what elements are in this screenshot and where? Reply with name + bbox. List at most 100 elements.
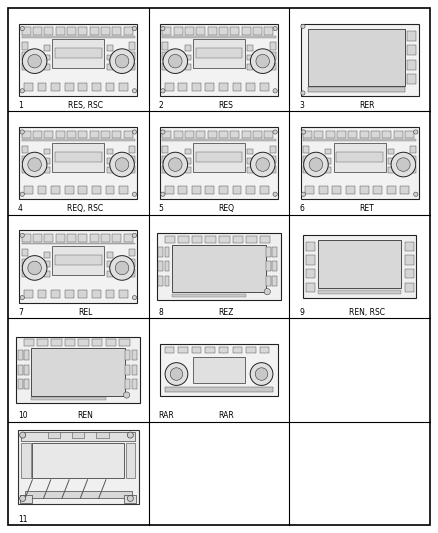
- Bar: [306, 255, 314, 265]
- Bar: [193, 143, 245, 172]
- Bar: [21, 259, 28, 266]
- Circle shape: [20, 295, 25, 300]
- Bar: [165, 186, 173, 194]
- Bar: [52, 39, 104, 68]
- Bar: [113, 131, 121, 139]
- Bar: [270, 166, 276, 173]
- Bar: [205, 236, 216, 243]
- Bar: [332, 186, 341, 194]
- Bar: [159, 247, 163, 256]
- Circle shape: [20, 192, 25, 196]
- Bar: [185, 167, 191, 173]
- Bar: [185, 149, 191, 155]
- Bar: [65, 289, 74, 297]
- Bar: [162, 27, 171, 35]
- Bar: [21, 442, 31, 478]
- Text: RAR: RAR: [159, 411, 174, 420]
- Circle shape: [250, 362, 273, 385]
- Bar: [101, 234, 110, 242]
- Bar: [129, 156, 135, 163]
- Bar: [90, 27, 99, 35]
- Circle shape: [132, 295, 137, 300]
- Bar: [246, 346, 256, 353]
- Bar: [51, 340, 62, 346]
- Bar: [19, 23, 138, 96]
- Bar: [124, 27, 133, 35]
- Bar: [192, 346, 201, 353]
- Bar: [44, 149, 50, 155]
- Bar: [325, 167, 331, 173]
- Circle shape: [273, 27, 277, 31]
- Bar: [185, 158, 191, 164]
- Bar: [219, 27, 228, 35]
- Bar: [24, 379, 29, 389]
- Bar: [260, 83, 268, 91]
- Bar: [90, 131, 99, 139]
- Circle shape: [273, 192, 277, 196]
- Bar: [21, 269, 28, 277]
- Bar: [38, 289, 46, 297]
- Bar: [125, 379, 131, 389]
- Bar: [106, 340, 116, 346]
- Bar: [173, 131, 183, 139]
- Bar: [125, 350, 131, 360]
- Bar: [162, 146, 168, 153]
- Bar: [107, 167, 113, 173]
- Bar: [270, 52, 276, 60]
- Circle shape: [161, 88, 165, 93]
- Bar: [185, 64, 191, 70]
- Bar: [106, 186, 114, 194]
- Bar: [260, 186, 268, 194]
- Bar: [405, 241, 413, 251]
- Bar: [407, 45, 417, 55]
- Bar: [219, 131, 228, 139]
- Bar: [129, 42, 135, 50]
- Bar: [18, 430, 139, 504]
- Bar: [162, 42, 168, 50]
- Text: REN, RSC: REN, RSC: [349, 308, 385, 317]
- Bar: [21, 36, 135, 38]
- Circle shape: [20, 88, 25, 93]
- Bar: [318, 290, 401, 294]
- Bar: [52, 143, 104, 172]
- Bar: [44, 271, 50, 277]
- Circle shape: [251, 49, 275, 74]
- Bar: [303, 139, 417, 141]
- Bar: [208, 27, 217, 35]
- Bar: [325, 158, 331, 164]
- Circle shape: [132, 27, 137, 31]
- Bar: [51, 186, 60, 194]
- Bar: [107, 149, 113, 155]
- Bar: [44, 234, 53, 242]
- Bar: [219, 346, 229, 353]
- Bar: [162, 62, 168, 70]
- Bar: [394, 131, 403, 139]
- Bar: [405, 282, 413, 292]
- Text: 7: 7: [18, 308, 23, 317]
- Circle shape: [28, 158, 41, 171]
- Bar: [193, 357, 245, 383]
- Bar: [303, 156, 309, 163]
- Bar: [38, 186, 46, 194]
- Bar: [253, 27, 262, 35]
- Bar: [230, 27, 240, 35]
- Bar: [219, 236, 230, 243]
- Bar: [230, 131, 240, 139]
- Bar: [44, 261, 50, 267]
- Bar: [272, 276, 277, 286]
- Bar: [242, 27, 251, 35]
- Bar: [246, 83, 255, 91]
- Bar: [247, 158, 253, 164]
- Bar: [21, 42, 28, 50]
- Bar: [266, 276, 271, 286]
- Bar: [270, 42, 276, 50]
- Bar: [107, 261, 113, 267]
- Bar: [33, 234, 42, 242]
- Circle shape: [391, 152, 416, 177]
- Bar: [126, 442, 135, 478]
- Circle shape: [161, 27, 165, 31]
- Bar: [265, 27, 273, 35]
- Circle shape: [115, 54, 129, 68]
- Bar: [21, 27, 31, 35]
- Bar: [21, 139, 135, 141]
